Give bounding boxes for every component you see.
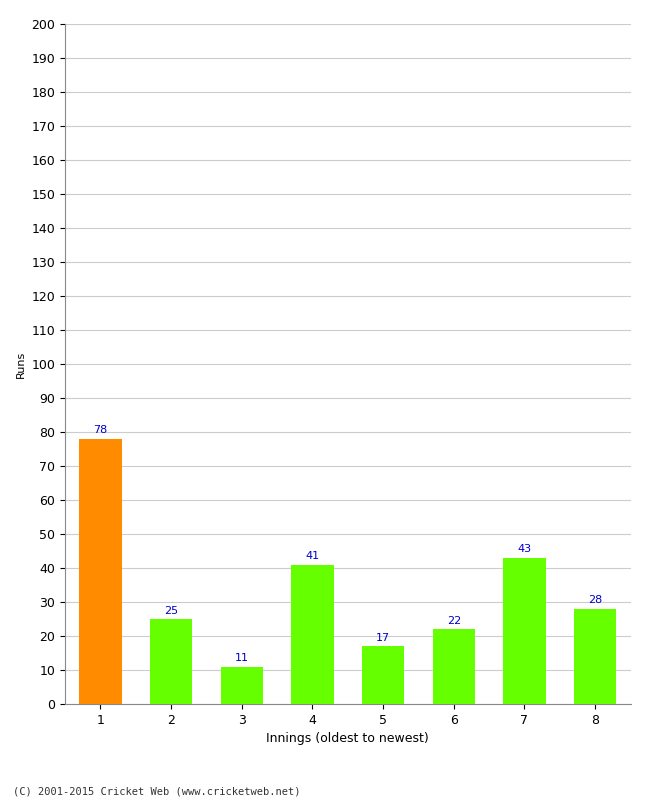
Text: 22: 22 — [447, 616, 461, 626]
Bar — [220, 666, 263, 704]
Y-axis label: Runs: Runs — [16, 350, 26, 378]
Text: 17: 17 — [376, 633, 390, 643]
Bar — [150, 619, 192, 704]
Text: 28: 28 — [588, 595, 603, 606]
Text: (C) 2001-2015 Cricket Web (www.cricketweb.net): (C) 2001-2015 Cricket Web (www.cricketwe… — [13, 786, 300, 796]
Text: 78: 78 — [93, 426, 107, 435]
Text: 11: 11 — [235, 653, 249, 663]
Bar — [79, 438, 122, 704]
X-axis label: Innings (oldest to newest): Innings (oldest to newest) — [266, 732, 429, 746]
Bar — [433, 629, 475, 704]
Text: 41: 41 — [306, 551, 319, 562]
Bar — [503, 558, 545, 704]
Text: 43: 43 — [517, 544, 532, 554]
Text: 25: 25 — [164, 606, 178, 616]
Bar — [574, 609, 616, 704]
Bar — [362, 646, 404, 704]
Bar — [291, 565, 333, 704]
